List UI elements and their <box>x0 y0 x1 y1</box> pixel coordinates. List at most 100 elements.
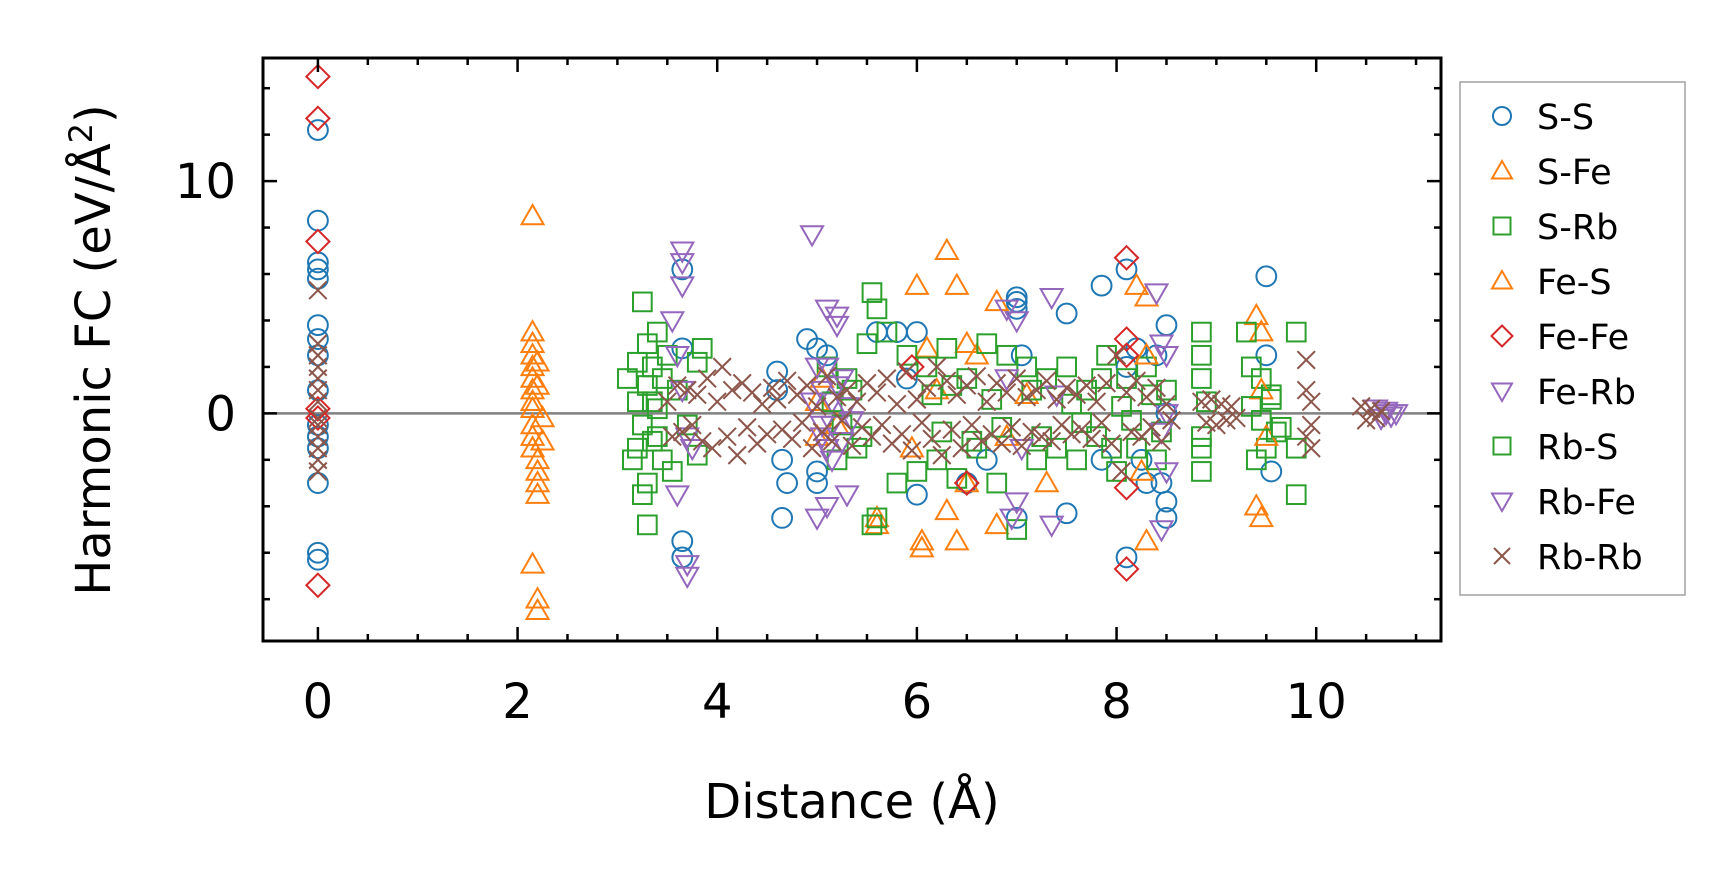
legend-label: S-Fe <box>1537 153 1612 193</box>
data-point <box>802 438 822 458</box>
data-point-stroke <box>682 415 702 435</box>
data-point-stroke <box>1037 371 1057 391</box>
data-point <box>922 429 942 449</box>
data-point <box>896 344 918 366</box>
data-point-stroke <box>987 373 1007 393</box>
data-point <box>1301 392 1321 412</box>
data-point <box>1153 346 1180 369</box>
data-point <box>669 253 696 276</box>
data-point-stroke <box>1201 389 1221 409</box>
data-point <box>524 597 551 621</box>
data-point <box>819 450 845 473</box>
data-point <box>307 267 329 290</box>
data-point <box>524 446 551 470</box>
data-point <box>887 394 907 414</box>
data-point <box>1055 502 1078 525</box>
data-point-stroke <box>892 424 912 444</box>
data-point-stroke <box>1146 378 1166 398</box>
data-point <box>905 321 928 343</box>
data-point <box>932 445 952 465</box>
data-point-stroke <box>1296 380 1316 400</box>
data-point-stroke <box>1007 369 1027 389</box>
data-point <box>1133 528 1160 551</box>
data-point <box>1071 412 1092 434</box>
data-point <box>782 429 802 449</box>
data-point <box>1112 461 1132 481</box>
data-point <box>1102 434 1122 454</box>
data-point-stroke <box>967 366 987 386</box>
data-point <box>1148 334 1175 357</box>
legend-marker-fe-s <box>1490 268 1514 290</box>
data-point-stroke <box>997 382 1017 402</box>
data-point <box>1117 382 1137 402</box>
data-point <box>1127 371 1147 391</box>
data-point <box>307 425 329 448</box>
data-point <box>912 413 932 433</box>
data-point <box>307 258 329 281</box>
data-point <box>657 392 677 412</box>
data-point <box>1077 375 1097 396</box>
data-point <box>752 394 772 414</box>
legend-marker-rb-rb-stroke <box>1493 547 1511 565</box>
data-point <box>953 470 980 497</box>
data-point <box>846 437 868 459</box>
data-point-stroke <box>827 387 847 407</box>
data-point <box>1005 506 1028 529</box>
data-point-stroke <box>912 413 932 433</box>
data-point <box>697 369 717 389</box>
data-point <box>519 388 546 412</box>
data-point-stroke <box>1087 392 1107 412</box>
data-point <box>1260 460 1283 483</box>
data-point <box>934 237 960 261</box>
data-point <box>307 314 329 337</box>
data-point <box>667 375 687 396</box>
data-point <box>632 484 653 506</box>
data-point <box>1255 344 1278 367</box>
x-tick-label: 6 <box>902 674 933 730</box>
data-point-stroke <box>802 438 822 458</box>
data-point <box>872 415 892 435</box>
series-fe-fe <box>304 63 1140 599</box>
legend-marker-rb-fe <box>1490 492 1514 514</box>
data-point <box>524 349 551 372</box>
data-point-stroke <box>932 445 952 465</box>
data-point-stroke <box>308 392 328 412</box>
data-point <box>954 470 980 493</box>
x-tick-label: 10 <box>1286 674 1347 730</box>
data-point-stroke <box>697 369 717 389</box>
data-points <box>304 63 1409 621</box>
legend-marker-s-fe <box>1490 158 1514 180</box>
data-point-stroke <box>777 371 797 391</box>
data-point <box>967 366 987 386</box>
data-point <box>656 344 678 366</box>
data-point <box>737 417 757 437</box>
data-point-stroke <box>742 382 762 402</box>
data-point-stroke <box>922 429 942 449</box>
data-point <box>661 461 683 482</box>
data-point <box>1026 449 1048 471</box>
data-point-stroke <box>772 420 792 440</box>
data-point-stroke <box>1151 431 1171 451</box>
data-point <box>1022 422 1042 442</box>
data-point <box>1107 345 1127 365</box>
data-point <box>632 291 653 313</box>
legend-marker-fe-rb <box>1490 382 1514 404</box>
data-point-stroke <box>1117 382 1137 402</box>
data-point-stroke <box>732 373 752 393</box>
data-point <box>1122 422 1142 442</box>
data-point-stroke <box>877 369 897 389</box>
data-point <box>1066 449 1087 471</box>
data-point <box>992 434 1012 454</box>
data-point-stroke <box>1371 401 1391 421</box>
data-point <box>664 346 691 369</box>
data-point-stroke <box>837 380 857 400</box>
data-point <box>307 472 329 494</box>
data-point-stroke <box>977 392 997 412</box>
data-point <box>1017 387 1037 407</box>
data-point <box>898 353 925 380</box>
data-point <box>804 508 830 531</box>
data-point <box>1113 474 1140 501</box>
data-point <box>997 382 1017 402</box>
data-point <box>856 333 878 355</box>
